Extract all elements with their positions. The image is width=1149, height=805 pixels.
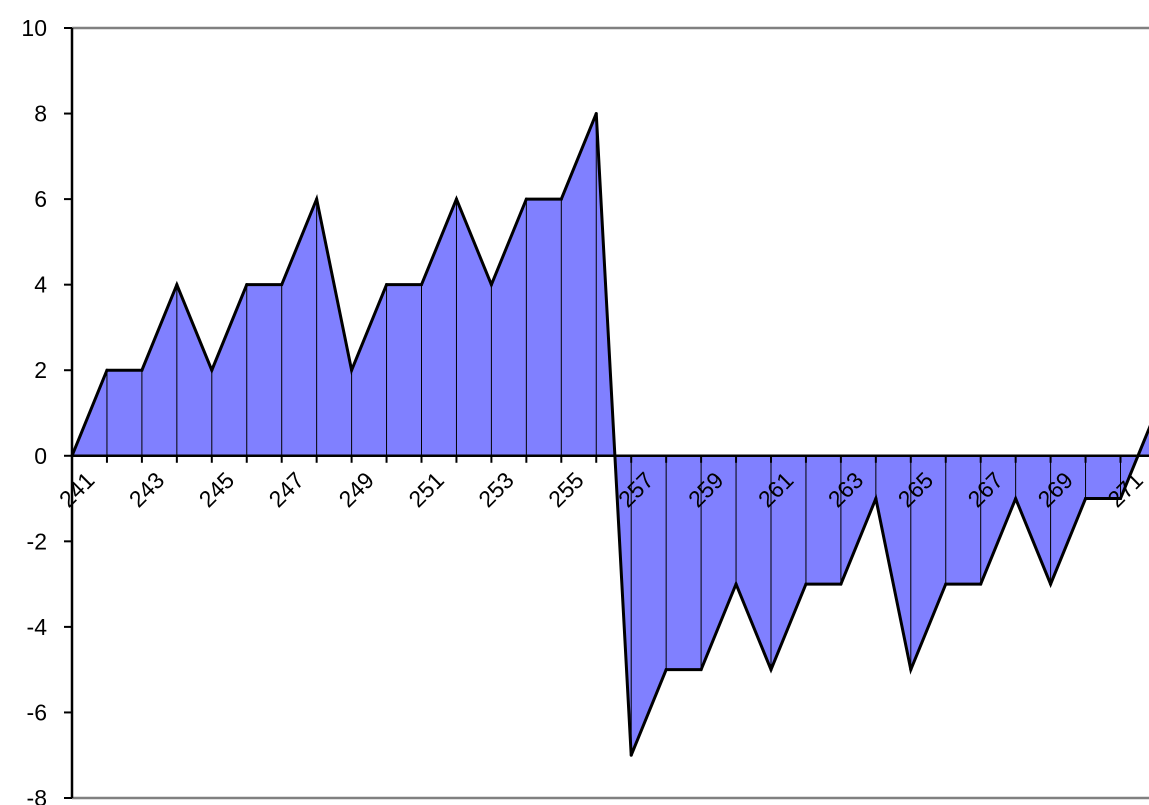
x-tick-label: 245 [194, 467, 240, 513]
data-point-265 [909, 668, 913, 672]
data-point-247 [280, 283, 284, 287]
y-tick-label: -2 [27, 528, 47, 554]
data-point-251 [420, 283, 423, 287]
data-point-244 [175, 283, 179, 287]
data-point-263 [839, 582, 843, 586]
area-fill [72, 113, 1149, 756]
data-point-248 [315, 197, 319, 201]
data-point-255 [559, 197, 563, 201]
data-point-268 [1014, 497, 1018, 501]
data-point-250 [385, 283, 389, 287]
x-tick-label: 241 [54, 467, 100, 513]
data-point-246 [245, 283, 249, 287]
data-point-245 [210, 368, 214, 372]
y-tick-label: 6 [34, 186, 47, 212]
y-tick-label: 8 [34, 101, 47, 127]
data-point-242 [105, 368, 109, 372]
x-tick-label: 247 [264, 467, 310, 513]
data-point-256 [594, 112, 598, 116]
x-tick-label: 251 [403, 467, 449, 513]
data-point-252 [454, 197, 458, 201]
y-tick-label: -4 [27, 614, 48, 640]
y-tick-label: 2 [34, 357, 47, 383]
data-point-254 [524, 197, 528, 201]
y-tick-label: 4 [34, 272, 47, 298]
data-point-259 [699, 668, 703, 672]
data-point-253 [489, 283, 493, 287]
y-tick-label: -6 [27, 699, 47, 725]
data-point-266 [944, 582, 948, 586]
data-point-264 [874, 497, 878, 501]
data-point-261 [769, 668, 773, 672]
plot-frame [72, 26, 1149, 800]
data-point-257 [629, 753, 633, 757]
area-series [70, 112, 1149, 757]
data-point-243 [140, 368, 144, 372]
x-tick-label: 255 [543, 467, 589, 513]
x-tick-label: 243 [124, 467, 170, 513]
x-tick-label: 253 [473, 467, 519, 513]
data-point-271 [1119, 497, 1122, 501]
data-point-249 [350, 368, 354, 372]
data-point-260 [734, 582, 738, 586]
y-tick-label: 0 [34, 443, 47, 469]
data-point-262 [804, 582, 808, 586]
y-tick-label: 10 [21, 15, 47, 41]
x-tick-label: 249 [333, 467, 379, 513]
data-point-269 [1049, 582, 1053, 586]
y-tick-label: -8 [27, 785, 47, 805]
data-point-258 [664, 668, 668, 672]
data-point-270 [1084, 497, 1088, 501]
y-axis: 10 8 6 4 2 0 -2 -4 -6 -8 [21, 15, 74, 805]
data-point-267 [979, 582, 983, 586]
